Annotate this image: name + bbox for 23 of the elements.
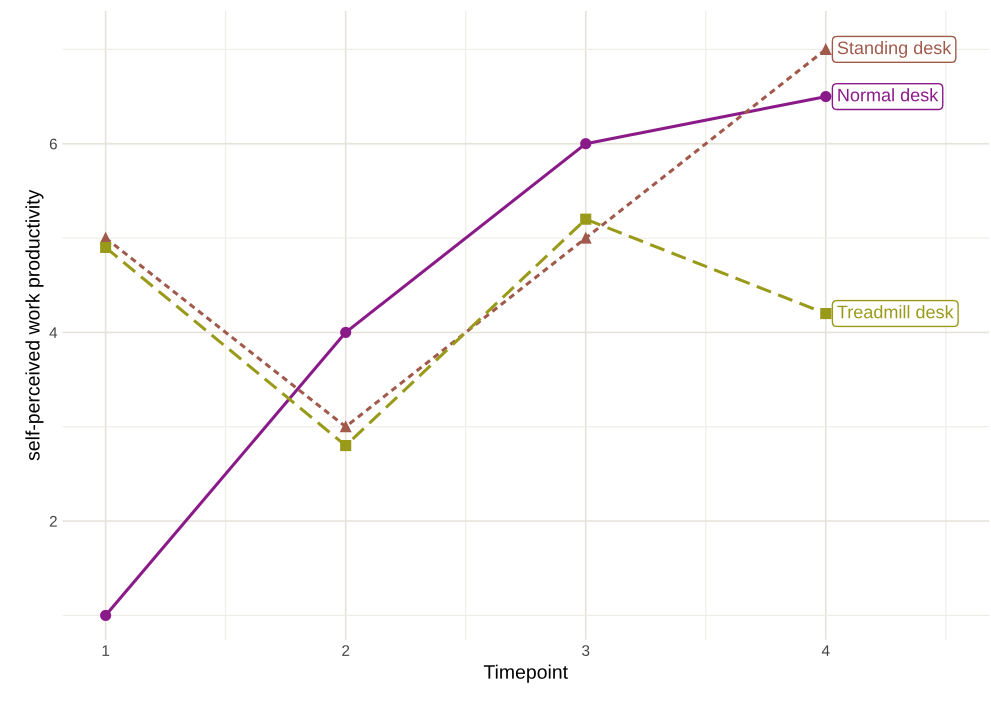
y-axis-title: self-perceived work productivity bbox=[25, 190, 44, 460]
point bbox=[580, 232, 592, 244]
x-tick-label: 2 bbox=[342, 645, 350, 656]
series-label: Standing desk bbox=[838, 40, 952, 58]
point bbox=[820, 44, 832, 55]
series-label: Treadmill desk bbox=[837, 305, 954, 318]
x-tick-label: 1 bbox=[102, 645, 110, 656]
y-tick-label: 2 bbox=[50, 516, 57, 527]
point bbox=[340, 421, 352, 432]
point bbox=[100, 610, 112, 621]
point bbox=[580, 214, 592, 225]
point bbox=[820, 91, 832, 102]
point bbox=[820, 308, 832, 320]
x-tick-label: 3 bbox=[582, 645, 590, 656]
x-axis-title: Timepoint bbox=[484, 664, 568, 683]
x-tick-label: 4 bbox=[822, 645, 830, 656]
y-tick-label: 4 bbox=[49, 327, 58, 338]
point bbox=[100, 242, 112, 254]
y-tick-label: 6 bbox=[50, 138, 57, 150]
point bbox=[340, 326, 352, 338]
series-label: Normal desk bbox=[838, 88, 938, 102]
point bbox=[580, 138, 592, 150]
point bbox=[340, 440, 352, 452]
